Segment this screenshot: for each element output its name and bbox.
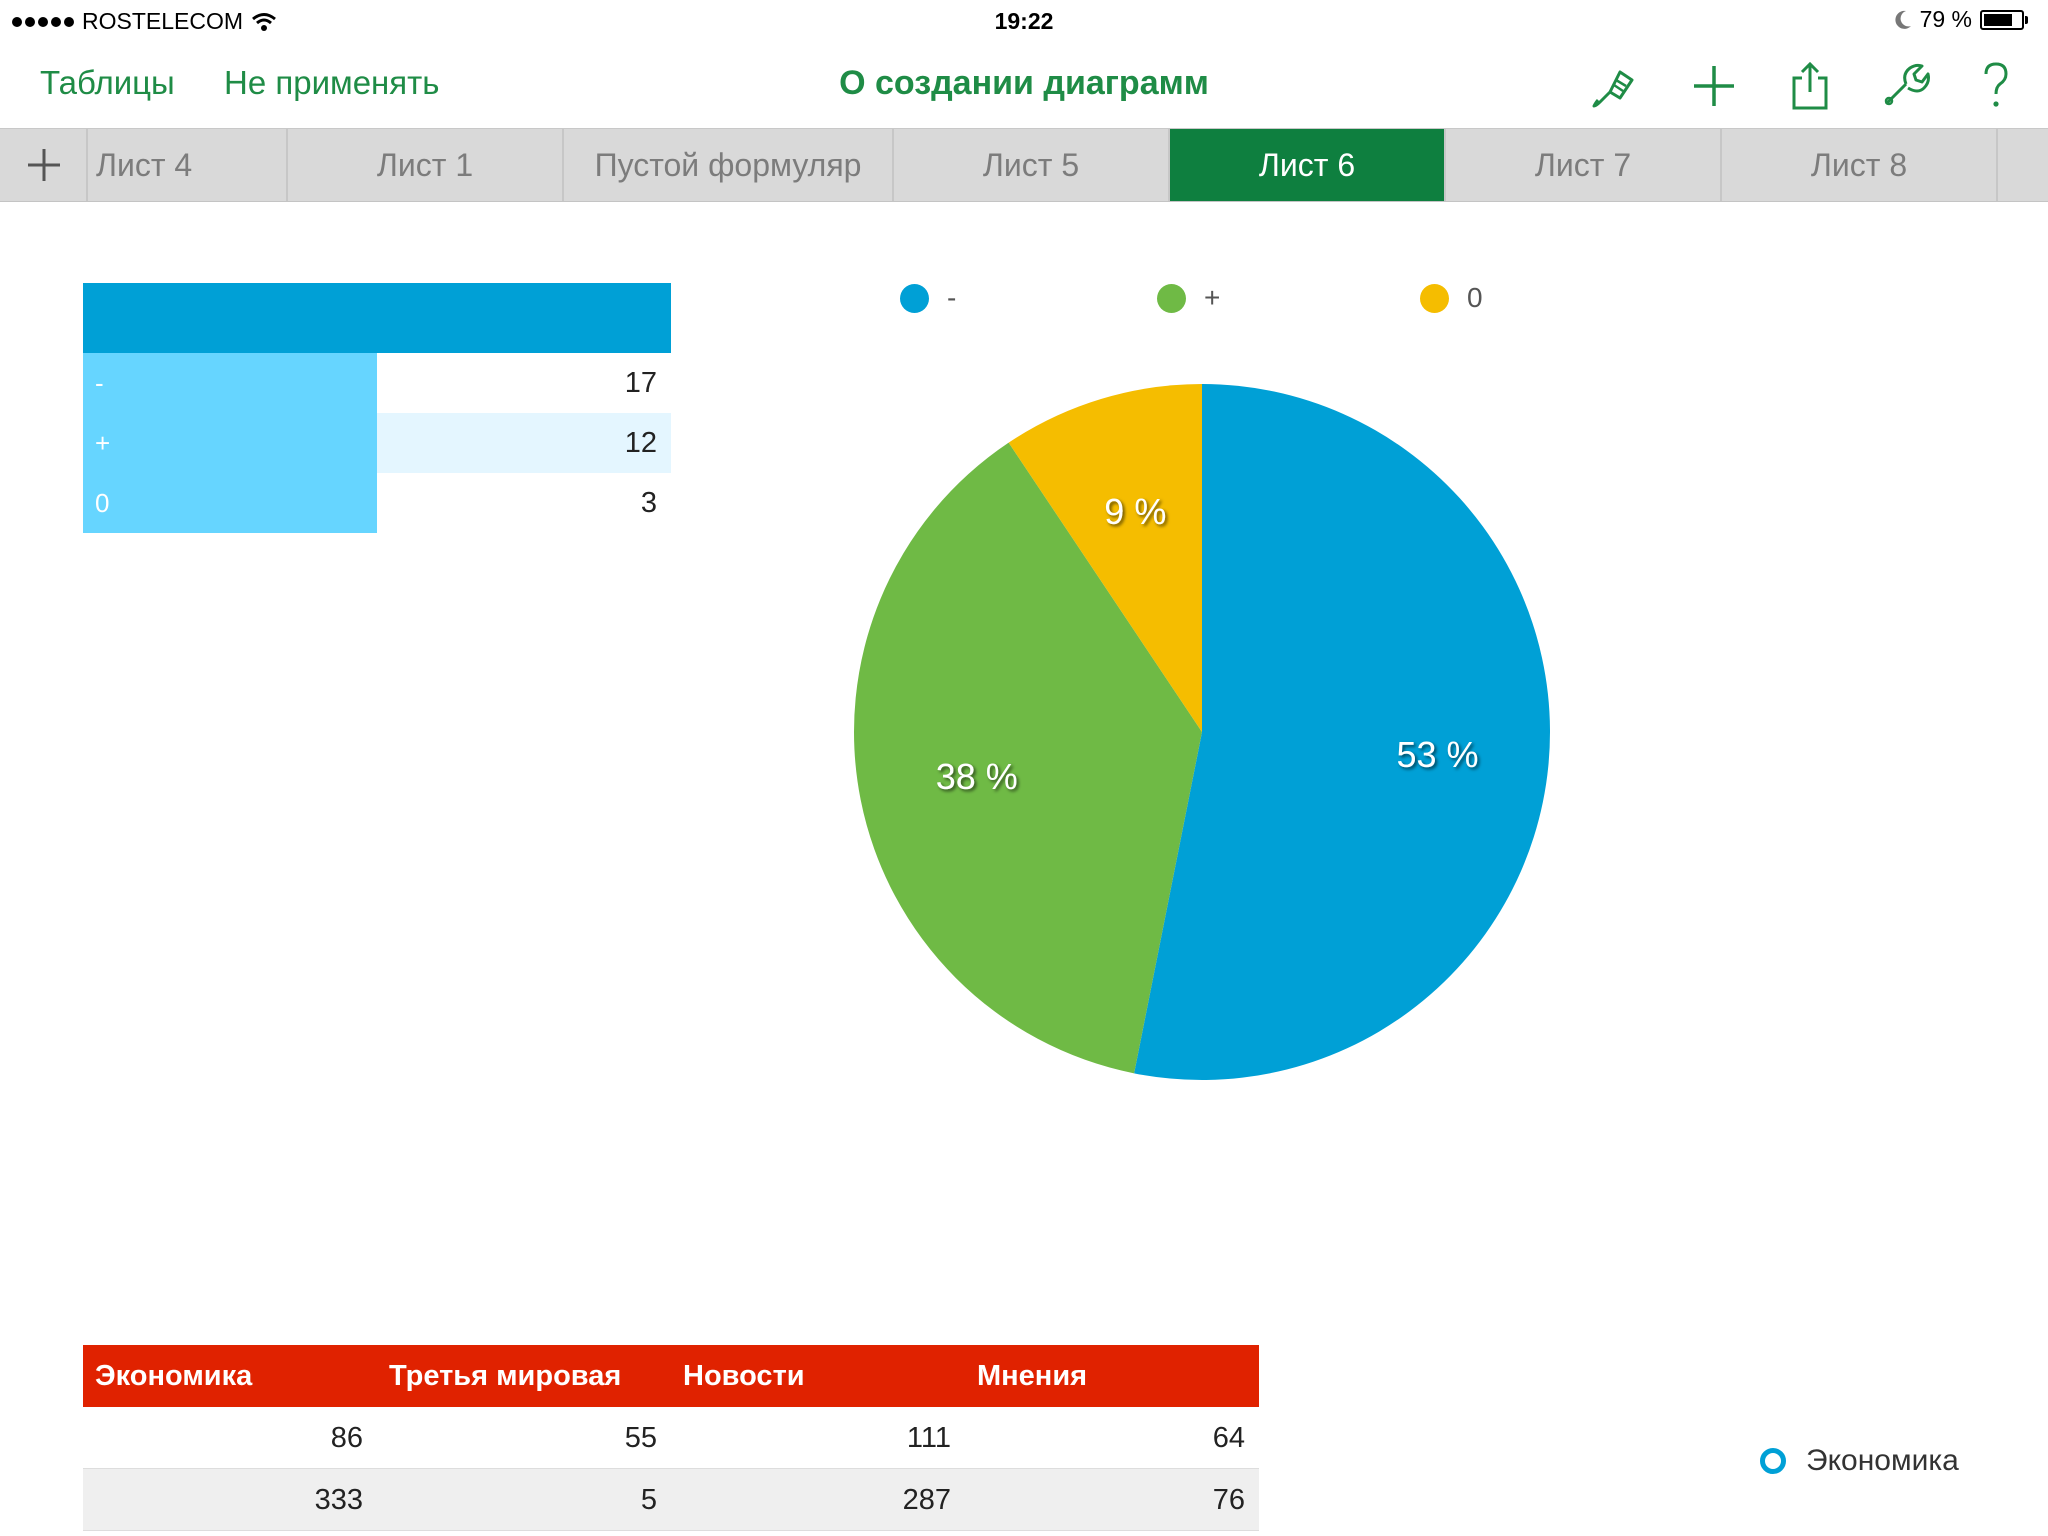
table-cell[interactable]: 111 (906, 1422, 951, 1454)
table-cell[interactable]: 333 (314, 1484, 363, 1516)
help-icon[interactable] (1968, 58, 2024, 114)
status-bar: ROSTELECOM 19:22 79 % (0, 0, 2048, 40)
legend-item-minus[interactable]: - (900, 282, 956, 314)
tab-sheet-4[interactable]: Лист 4 (88, 129, 288, 201)
legend-swatch (900, 283, 929, 313)
tab-sheet-5[interactable]: Лист 5 (894, 129, 1170, 201)
table-header[interactable] (83, 283, 671, 353)
table-cell[interactable]: 64 (1212, 1422, 1245, 1454)
legend-label: 0 (1467, 282, 1483, 313)
tab-sheet-1[interactable]: Лист 1 (288, 129, 564, 201)
table-row[interactable]: 0 3 (83, 473, 671, 533)
table-cell[interactable]: 5 (640, 1484, 657, 1516)
column-header[interactable]: Новости (683, 1360, 805, 1392)
legend-label: + (1204, 282, 1221, 313)
toolbar: Таблицы Не применять О создании диаграмм (0, 44, 2048, 128)
pie-slice-label: 38 % (936, 756, 1018, 797)
document-title[interactable]: О создании диаграмм (839, 64, 1209, 102)
row-label[interactable]: + (83, 413, 377, 473)
table-row[interactable]: + 12 (83, 413, 671, 473)
back-button[interactable]: Таблицы (40, 64, 175, 101)
tab-sheet-6[interactable]: Лист 6 (1170, 129, 1446, 201)
pie-slice-2[interactable] (853, 442, 1202, 1074)
add-sheet-button[interactable] (0, 129, 88, 201)
pie-chart[interactable]: 53 % 38 % 9 % (850, 380, 1554, 1084)
wrench-icon[interactable] (1876, 58, 1932, 114)
pie-slice-1[interactable] (1134, 384, 1550, 1080)
plus-icon[interactable] (1686, 58, 1742, 114)
column-header[interactable]: Третья мировая (389, 1360, 622, 1392)
moon-icon (1894, 10, 1911, 29)
table-row[interactable]: 333 5 287 76 (83, 1469, 1259, 1531)
column-header[interactable]: Мнения (977, 1360, 1088, 1392)
table-header[interactable]: Экономика Третья мировая Новости Мнения (83, 1345, 1259, 1407)
sheet-tab-bar: Лист 4 Лист 1 Пустой формуляр Лист 5 Лис… (0, 128, 2048, 202)
pie-slice-label: 53 % (1396, 734, 1478, 775)
column-header[interactable]: Экономика (95, 1360, 253, 1392)
wifi-icon (252, 12, 276, 31)
status-time: 19:22 (994, 8, 1054, 34)
row-value[interactable]: 3 (640, 487, 657, 519)
legend-swatch (1420, 283, 1449, 313)
legend-label: - (947, 282, 957, 313)
paintbrush-icon[interactable] (1586, 58, 1642, 114)
row-value[interactable]: 12 (377, 413, 671, 473)
share-icon[interactable] (1782, 58, 1838, 114)
status-right: 79 % (1894, 6, 2028, 33)
table-row[interactable]: - 17 (83, 353, 671, 413)
table-cell[interactable]: 55 (624, 1422, 657, 1454)
row-value[interactable]: 17 (624, 367, 657, 399)
legend-label: Экономика (1806, 1444, 1959, 1477)
chart-legend-economy[interactable]: Экономика (1760, 1444, 1959, 1478)
table-cell[interactable]: 86 (330, 1422, 363, 1454)
tab-sheet-8[interactable]: Лист 8 (1722, 129, 1998, 201)
table-row[interactable]: 86 55 111 64 (83, 1407, 1259, 1469)
carrier-name: ROSTELECOM (82, 8, 244, 34)
legend-item-plus[interactable]: + (1157, 282, 1220, 314)
tab-sheet-7[interactable]: Лист 7 (1446, 129, 1722, 201)
tab-empty-form[interactable]: Пустой формуляр (564, 129, 894, 201)
signal-icon (12, 16, 74, 27)
legend-swatch (1157, 283, 1186, 313)
pie-slice-label: 9 % (1104, 491, 1166, 532)
row-label[interactable]: - (83, 353, 377, 413)
battery-percent: 79 % (1919, 6, 1972, 32)
status-left: ROSTELECOM (12, 8, 277, 35)
table-cell[interactable]: 76 (1212, 1484, 1245, 1516)
battery-icon (1980, 9, 2028, 30)
table-cell[interactable]: 287 (902, 1484, 951, 1516)
series-marker-icon (1760, 1448, 1786, 1474)
data-table-small[interactable]: - 17 + 12 0 3 (83, 283, 671, 533)
legend-item-zero[interactable]: 0 (1420, 282, 1483, 314)
undo-button[interactable]: Не применять (224, 64, 440, 101)
pie-slice-3[interactable] (1008, 384, 1202, 732)
plus-icon (28, 149, 60, 181)
data-table-large[interactable]: Экономика Третья мировая Новости Мнения … (83, 1345, 1259, 1531)
row-label[interactable]: 0 (83, 473, 377, 533)
